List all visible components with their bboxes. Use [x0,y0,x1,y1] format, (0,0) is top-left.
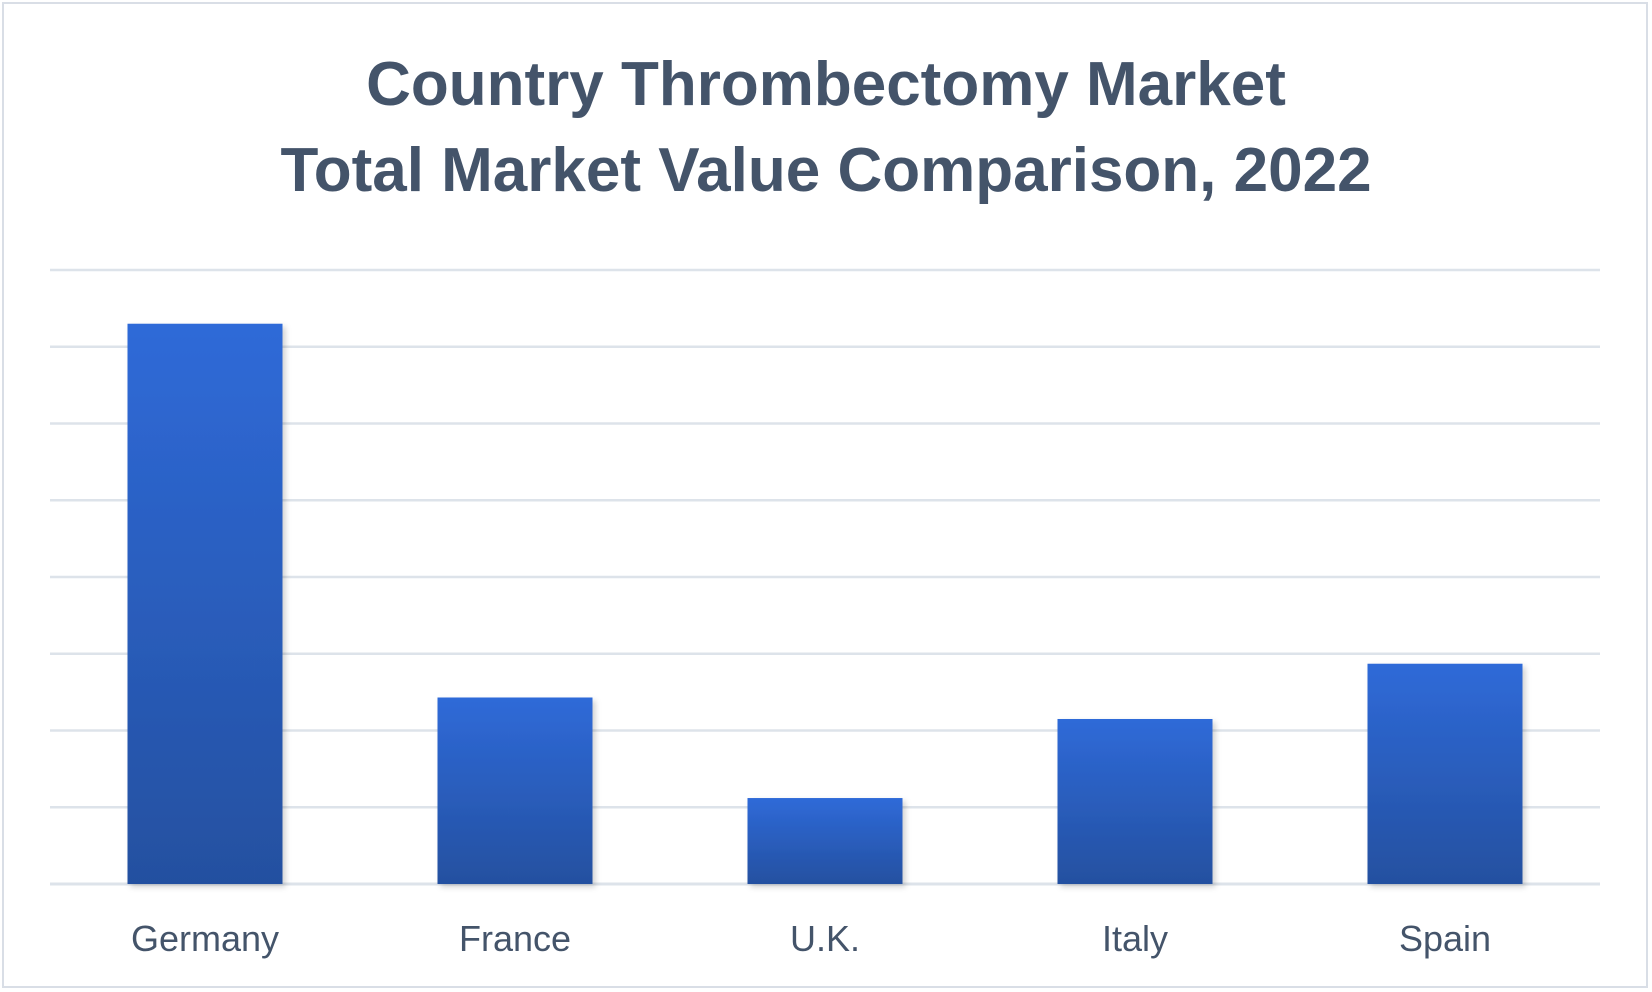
x-tick-label: Italy [1102,918,1168,959]
chart-title-line-1: Country Thrombectomy Market [366,50,1286,119]
gridlines [50,268,1600,886]
bar-france [437,697,593,884]
x-tick-label: Germany [131,918,279,959]
bar-u-k [747,798,903,884]
bar-spain [1367,663,1523,884]
chart-title: Country Thrombectomy Market Total Market… [0,42,1652,214]
chart-title-line-2: Total Market Value Comparison, 2022 [280,136,1372,205]
x-tick-label: Spain [1399,918,1491,959]
category-labels: Germany France U.K. Italy Spain [131,918,1491,959]
bar-germany [127,323,283,885]
x-tick-label: France [459,918,571,959]
x-tick-label: U.K. [790,918,860,959]
bar-italy [1057,718,1213,884]
bars [127,323,1523,885]
